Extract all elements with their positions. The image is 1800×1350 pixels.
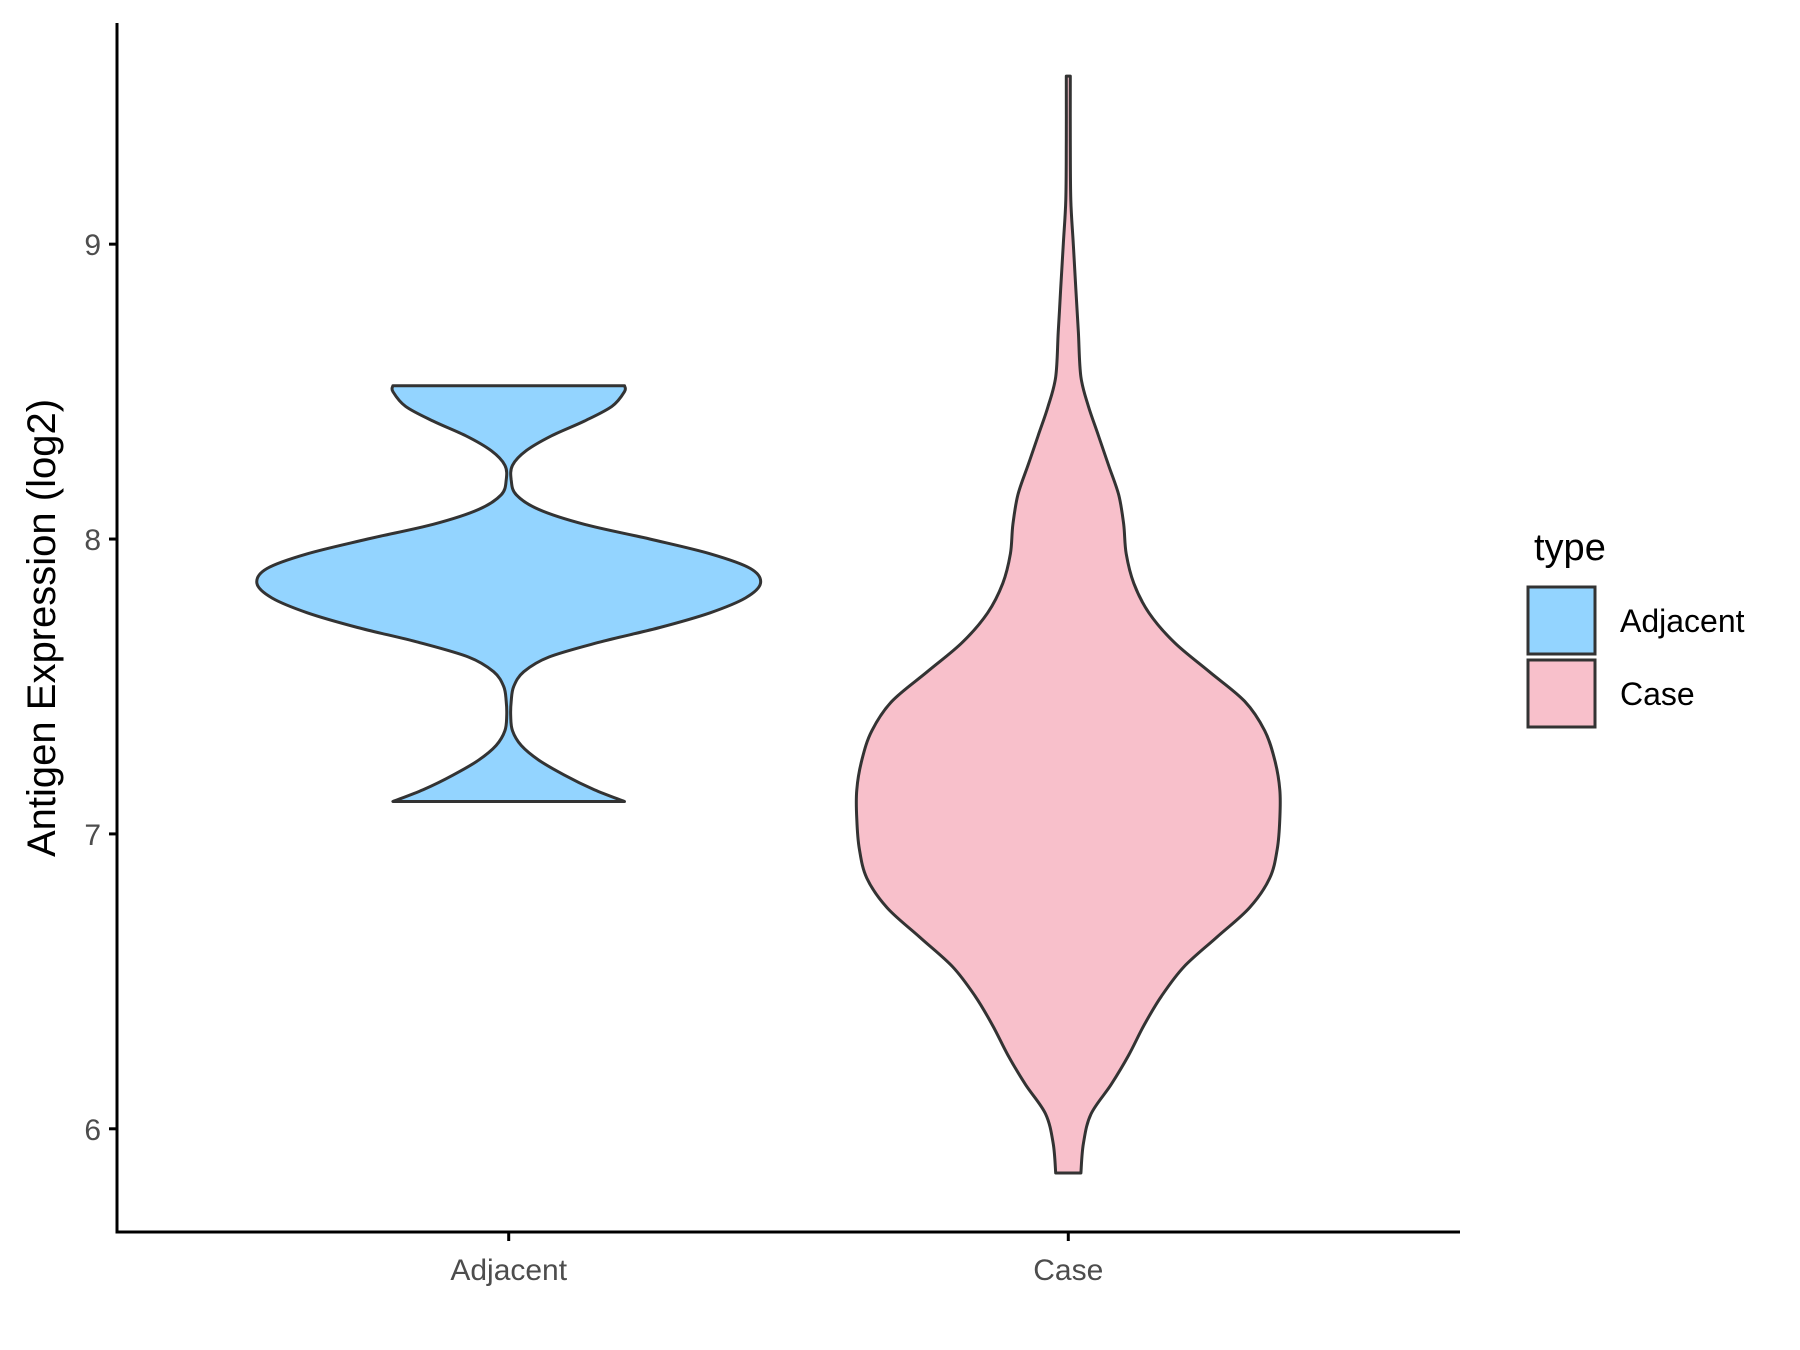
legend-key-case (1526, 658, 1597, 729)
legend: type Adjacent Case (1526, 527, 1745, 729)
y-tick-label: 7 (84, 819, 101, 852)
y-tick-label: 8 (84, 524, 101, 557)
violin-case (854, 74, 1282, 1175)
x-tick-label: Case (1033, 1254, 1103, 1287)
legend-label: Case (1620, 676, 1695, 712)
y-ticks: 6 7 8 9 (84, 229, 117, 1147)
violin-adjacent (255, 384, 763, 803)
legend-label: Adjacent (1620, 603, 1745, 639)
violin-layer (255, 74, 1282, 1175)
legend-entries: Adjacent Case (1526, 585, 1745, 729)
y-axis-title: Antigen Expression (log2) (20, 399, 64, 857)
legend-title: type (1534, 527, 1606, 569)
legend-key-adjacent (1526, 585, 1597, 656)
axes: 6 7 8 9 Adjacent Case (84, 23, 1460, 1287)
x-tick-label: Adjacent (450, 1254, 567, 1287)
y-tick-label: 9 (84, 229, 101, 262)
x-ticks: Adjacent Case (450, 1232, 1103, 1287)
y-tick-label: 6 (84, 1114, 101, 1147)
